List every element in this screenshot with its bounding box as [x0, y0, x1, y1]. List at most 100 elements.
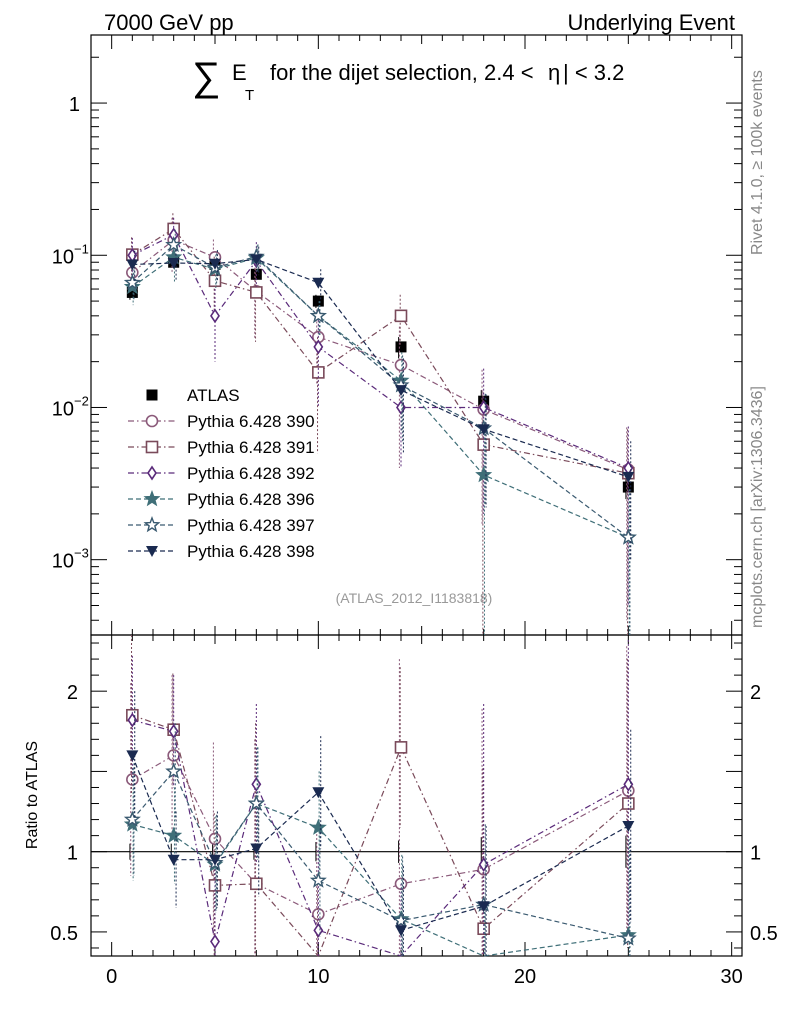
data-point-ratio [165, 826, 183, 843]
data-point-main [126, 259, 139, 271]
data-point-ratio [165, 762, 183, 779]
series-pythia-391 [126, 213, 635, 958]
data-point-main [312, 277, 325, 289]
series-line-ratio [131, 754, 629, 915]
series-group [123, 213, 637, 958]
legend-marker [143, 516, 161, 533]
data-point-ratio [395, 925, 407, 937]
data-point-main [209, 258, 221, 270]
plot-title: ∑ E T for the dijet selection, 2.4 < η |… [192, 55, 624, 104]
series-line-main [132, 258, 629, 478]
data-point-main [309, 306, 327, 324]
y-tick-label-exponent: −2 [74, 393, 89, 408]
analysis-id: (ATLAS_2012_I1183818) [336, 590, 493, 606]
series-line-ratio [132, 802, 629, 957]
legend-label: Pythia 6.428 391 [187, 438, 315, 457]
series-line-main [131, 244, 629, 538]
series-line-main [132, 234, 629, 469]
data-point-main [126, 286, 138, 298]
data-point-main [313, 339, 324, 355]
data-point-main [395, 341, 407, 353]
series-pythia-390 [126, 217, 635, 956]
y-tick-label-ratio: 2 [67, 682, 78, 704]
data-point-main [167, 257, 180, 269]
legend-item-pythia-396: Pythia 6.428 396 [128, 490, 315, 509]
data-point-main [250, 254, 263, 266]
title-e: E [232, 60, 247, 85]
x-tick-label: 10 [307, 966, 329, 988]
data-point-ratio [619, 929, 637, 946]
y-tick-label-ratio: 1 [67, 843, 78, 865]
title-text: for the dijet selection, 2.4 < [270, 60, 534, 85]
ratio-y-axis-label: Ratio to ATLAS [24, 741, 41, 849]
title-sum-symbol: ∑ [192, 55, 221, 99]
legend-label: ATLAS [187, 386, 240, 405]
data-point-main [475, 466, 493, 483]
series-atlas [126, 256, 634, 868]
legend: ATLAS Pythia 6.428 390 Pythia 6.428 391 Pyt… [128, 386, 315, 561]
series-line-main [131, 239, 629, 471]
series-pythia-398 [126, 246, 635, 956]
legend-label: Pythia 6.428 390 [187, 412, 315, 431]
data-point-main [394, 309, 408, 323]
data-point-ratio [208, 832, 222, 846]
title-eta: η [548, 60, 560, 85]
data-point-main [622, 471, 635, 483]
data-point-ratio [250, 843, 263, 855]
side-label-mcplots: mcplots.cern.ch [arXiv:1306.3436] [749, 386, 766, 628]
data-point-ratio [394, 741, 408, 754]
y-tick-label-ratio: 0.5 [50, 923, 78, 945]
data-point-ratio [309, 871, 327, 888]
series-line-ratio [132, 719, 629, 957]
y-tick-label-ratio-right: 0.5 [750, 923, 778, 945]
y-tick-label-main: 1 [69, 94, 80, 116]
series-pythia-397 [123, 229, 637, 956]
legend-item-pythia-392: Pythia 6.428 392 [128, 464, 315, 483]
series-line-ratio [132, 714, 629, 958]
data-point-main [312, 295, 324, 307]
legend-marker [147, 465, 157, 481]
legend-item-pythia-397: Pythia 6.428 397 [128, 516, 315, 535]
data-point-ratio [312, 787, 325, 799]
side-label-rivet: Rivet 4.1.0, ≥ 100k events [749, 70, 766, 255]
y-tick-label-ratio-right: 1 [750, 843, 761, 865]
ratio-panel-frame [90, 634, 743, 957]
y-tick-label-main: 10 [52, 246, 74, 268]
legend-marker [146, 389, 158, 401]
data-point-ratio [123, 815, 141, 832]
header-right: Underlying Event [567, 10, 735, 35]
data-point-main [394, 358, 408, 372]
legend-item-pythia-398: Pythia 6.428 398 [128, 542, 315, 561]
series-line-main [131, 228, 629, 474]
data-point-main [619, 528, 637, 545]
y-tick-label-main: 10 [52, 398, 74, 420]
x-tick-label: 0 [106, 966, 117, 988]
data-point-ratio [167, 854, 180, 866]
data-point-main [165, 235, 183, 253]
data-point-ratio [123, 810, 141, 827]
legend-label: Pythia 6.428 396 [187, 490, 315, 509]
data-point-main [477, 424, 490, 436]
data-point-main [123, 273, 141, 290]
data-point-main [395, 385, 407, 397]
series-line-ratio [131, 755, 629, 932]
x-tick-label: 20 [514, 966, 536, 988]
x-tick-label: 30 [721, 966, 743, 988]
data-point-ratio [309, 818, 327, 835]
legend-marker [143, 490, 161, 507]
data-point-main [208, 274, 222, 288]
header-left: 7000 GeV pp [104, 10, 234, 35]
y-tick-label-exponent: −1 [74, 241, 89, 256]
legend-label: Pythia 6.428 397 [187, 516, 315, 535]
legend-label: Pythia 6.428 392 [187, 464, 315, 483]
series-line-main [131, 256, 629, 538]
data-point-ratio [622, 797, 635, 810]
data-point-main [250, 286, 263, 299]
data-point-ratio [622, 820, 635, 832]
data-point-ratio [313, 922, 324, 938]
title-end: | < 3.2 [563, 60, 624, 85]
data-point-ratio [126, 750, 139, 762]
legend-marker [146, 546, 158, 557]
data-point-ratio [477, 901, 490, 913]
